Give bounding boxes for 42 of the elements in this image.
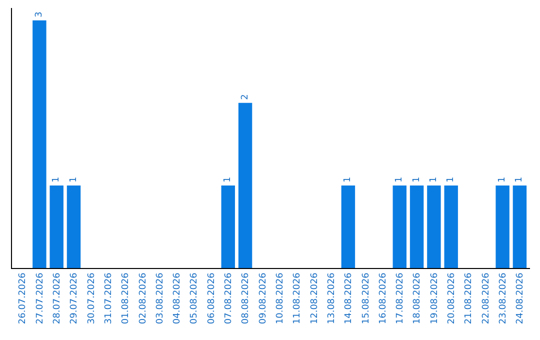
x-tick-label: 14.08.2026	[344, 272, 354, 324]
x-tick-label: 06.08.2026	[206, 272, 217, 324]
x-tick-label: 12.08.2026	[310, 272, 320, 324]
x-tick-label: 17.08.2026	[396, 272, 406, 324]
x-tick-label: 19.08.2026	[430, 272, 440, 324]
x-tick-label: 24.08.2026	[516, 272, 526, 324]
x-tick-label: 08.08.2026	[241, 272, 252, 324]
x-tick-label: 11.08.2026	[292, 272, 303, 324]
data-label: 1	[446, 176, 456, 182]
x-tick-label: 05.08.2026	[190, 272, 200, 324]
x-tick-label: 21.08.2026	[464, 272, 474, 324]
data-label: 2	[240, 94, 250, 100]
data-label: 1	[68, 176, 79, 182]
x-tick-label: 07.08.2026	[224, 272, 234, 324]
x-tick-label: 27.07.2026	[35, 272, 46, 324]
data-label: 1	[428, 176, 439, 182]
x-tick-label: 31.07.2026	[104, 272, 114, 324]
x-tick-label: 01.08.2026	[121, 272, 132, 324]
x-tick-label: 22.08.2026	[481, 272, 492, 324]
x-tick-label: 26.07.2026	[18, 272, 28, 324]
x-tick-label: 02.08.2026	[138, 272, 148, 324]
data-label: 1	[412, 176, 422, 182]
x-tick-label: 29.07.2026	[70, 272, 80, 324]
data-label: 1	[343, 176, 354, 182]
data-label: 1	[394, 176, 405, 182]
data-label: 3	[34, 12, 44, 18]
x-tick-label: 13.08.2026	[326, 272, 337, 324]
x-tick-label: 03.08.2026	[155, 272, 166, 324]
x-tick-label: 18.08.2026	[412, 272, 423, 324]
x-tick-label: 20.08.2026	[447, 272, 458, 324]
x-tick-label: 30.07.2026	[86, 272, 97, 324]
x-tick-label: 15.08.2026	[361, 272, 372, 324]
x-tick-label: 16.08.2026	[378, 272, 388, 324]
data-label: 1	[498, 176, 508, 182]
x-tick-label: 04.08.2026	[172, 272, 183, 324]
x-tick-label: 28.07.2026	[52, 272, 63, 324]
x-tick-label: 23.08.2026	[498, 272, 508, 324]
data-label: 1	[52, 176, 62, 182]
x-tick-label: 09.08.2026	[258, 272, 268, 324]
x-tick-label: 10.08.2026	[276, 272, 286, 324]
data-label: 1	[514, 176, 525, 182]
data-label: 1	[223, 176, 234, 182]
